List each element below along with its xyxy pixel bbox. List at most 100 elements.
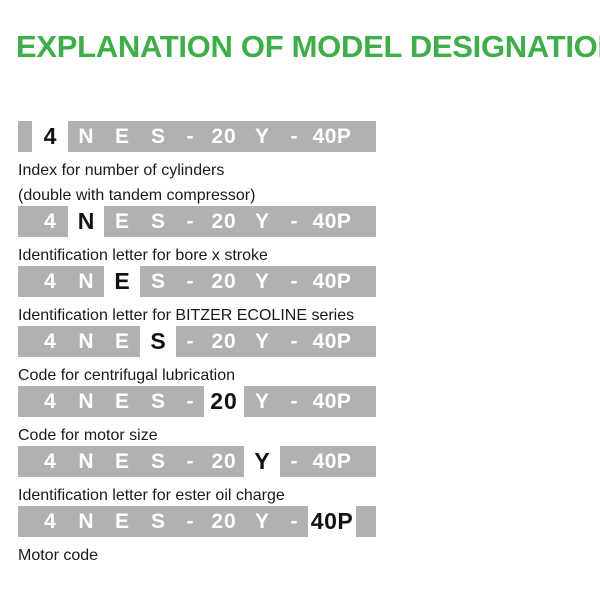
code-token-y: Y <box>244 386 280 417</box>
code-token-dash: - <box>176 386 204 417</box>
code-token-20: 20 <box>204 446 244 477</box>
code-token-20: 20 <box>204 506 244 537</box>
code-token-20: 20 <box>204 266 244 297</box>
code-token-e: E <box>104 266 140 297</box>
code-token-40p: 40P <box>308 266 356 297</box>
code-token-4: 4 <box>32 206 68 237</box>
bar-stub-left <box>18 121 32 152</box>
designation-group: 4 N E S -20 Y -40P Code for motor size <box>18 386 398 446</box>
caption-text: Code for centrifugal lubrication <box>18 367 236 384</box>
bar-stub-right <box>356 446 376 477</box>
model-code-bar: 4 N E S -20 Y -40P <box>18 446 398 477</box>
code-token-20: 20 <box>204 326 244 357</box>
code-token-s: S <box>140 446 176 477</box>
page-title: EXPLANATION OF MODEL DESIGNATION <box>16 29 600 64</box>
code-token-dash: - <box>280 266 308 297</box>
code-token-40p: 40P <box>308 506 356 537</box>
caption-text: Identification letter for bore x stroke <box>18 247 268 264</box>
code-token-dash: - <box>176 121 204 152</box>
bar-stub-left <box>18 446 32 477</box>
designation-group: 4 N E S -20 Y -40P Identification letter for bo… <box>18 206 398 266</box>
bar-stub-left <box>18 506 32 537</box>
code-token-s: S <box>140 206 176 237</box>
code-token-20: 20 <box>204 121 244 152</box>
code-token-dash: - <box>176 206 204 237</box>
caption-text: Motor code <box>18 547 99 564</box>
code-token-dash: - <box>280 206 308 237</box>
code-token-4: 4 <box>32 386 68 417</box>
model-code-bar: 4 N E S -20 Y -40P <box>18 506 398 537</box>
code-token-40p: 40P <box>308 326 356 357</box>
designation-group: 4 N E S -20 Y -40P Motor code <box>18 506 398 566</box>
code-token-20: 20 <box>204 386 244 417</box>
code-token-20: 20 <box>204 206 244 237</box>
code-token-s: S <box>140 266 176 297</box>
designation-group: 4 N E S -20 Y -40P Index for number of cylinder… <box>18 121 398 206</box>
model-code-bar: 4 N E S -20 Y -40P <box>18 121 398 152</box>
bar-stub-left <box>18 326 32 357</box>
bar-stub-right <box>356 326 376 357</box>
code-token-e: E <box>104 326 140 357</box>
code-token-e: E <box>104 206 140 237</box>
bar-stub-left <box>18 266 32 297</box>
code-token-n: N <box>68 266 104 297</box>
caption-text: (double with tandem compressor) <box>18 187 256 204</box>
model-code-bar: 4 N E S -20 Y -40P <box>18 266 398 297</box>
code-token-dash: - <box>176 326 204 357</box>
code-token-y: Y <box>244 121 280 152</box>
code-token-n: N <box>68 206 104 237</box>
code-token-4: 4 <box>32 446 68 477</box>
code-token-y: Y <box>244 506 280 537</box>
code-token-40p: 40P <box>308 386 356 417</box>
code-token-s: S <box>140 506 176 537</box>
code-token-n: N <box>68 386 104 417</box>
bar-stub-right <box>356 121 376 152</box>
code-token-s: S <box>140 386 176 417</box>
code-token-40p: 40P <box>308 446 356 477</box>
bar-stub-left <box>18 386 32 417</box>
caption-text: Index for number of cylinders <box>18 162 225 179</box>
code-token-dash: - <box>280 386 308 417</box>
code-token-s: S <box>140 326 176 357</box>
code-token-n: N <box>68 121 104 152</box>
code-token-40p: 40P <box>308 206 356 237</box>
code-token-dash: - <box>176 446 204 477</box>
code-token-dash: - <box>280 446 308 477</box>
code-token-s: S <box>140 121 176 152</box>
code-token-y: Y <box>244 206 280 237</box>
code-token-e: E <box>104 386 140 417</box>
bar-stub-right <box>356 266 376 297</box>
code-token-n: N <box>68 506 104 537</box>
bar-stub-right <box>356 386 376 417</box>
code-token-4: 4 <box>32 506 68 537</box>
code-token-n: N <box>68 326 104 357</box>
code-token-dash: - <box>280 326 308 357</box>
code-token-dash: - <box>176 266 204 297</box>
code-token-4: 4 <box>32 326 68 357</box>
code-token-y: Y <box>244 446 280 477</box>
code-token-e: E <box>104 121 140 152</box>
code-token-y: Y <box>244 326 280 357</box>
bar-stub-right <box>356 506 376 537</box>
caption-text: Code for motor size <box>18 427 158 444</box>
code-token-4: 4 <box>32 266 68 297</box>
code-token-dash: - <box>280 506 308 537</box>
designation-group: 4 N E S -20 Y -40P Code for centrifugal lubrica… <box>18 326 398 386</box>
bar-stub-left <box>18 206 32 237</box>
model-code-bar: 4 N E S -20 Y -40P <box>18 206 398 237</box>
code-token-n: N <box>68 446 104 477</box>
model-designation-rows: 4 N E S -20 Y -40P Index for number of cylinder… <box>18 121 398 566</box>
model-code-bar: 4 N E S -20 Y -40P <box>18 326 398 357</box>
code-token-y: Y <box>244 266 280 297</box>
designation-group: 4 N E S -20 Y -40P Identification letter for es… <box>18 446 398 506</box>
designation-group: 4 N E S -20 Y -40P Identification letter for BI… <box>18 266 398 326</box>
code-token-4: 4 <box>32 121 68 152</box>
code-token-e: E <box>104 506 140 537</box>
caption-text: Identification letter for ester oil char… <box>18 487 285 504</box>
code-token-e: E <box>104 446 140 477</box>
code-token-40p: 40P <box>308 121 356 152</box>
code-token-dash: - <box>280 121 308 152</box>
model-code-bar: 4 N E S -20 Y -40P <box>18 386 398 417</box>
caption-text: Identification letter for BITZER ECOLINE… <box>18 307 355 324</box>
